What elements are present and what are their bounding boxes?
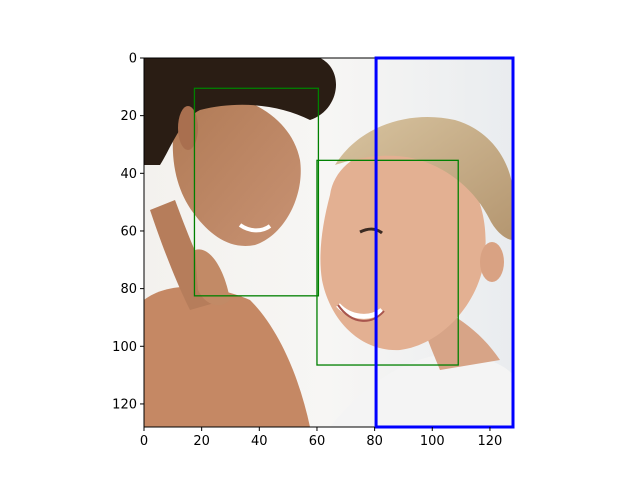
y-tick-label: 60 [120, 224, 137, 239]
y-tick-label: 20 [120, 109, 137, 124]
y-tick-label: 80 [120, 282, 137, 297]
x-tick-label: 80 [366, 434, 383, 449]
y-tick-label: 100 [112, 340, 137, 355]
y-tick-label: 40 [120, 167, 137, 182]
x-tick-label: 100 [420, 434, 445, 449]
y-tick-label: 120 [112, 397, 137, 412]
x-tick-label: 40 [251, 434, 268, 449]
x-tick-label: 20 [193, 434, 210, 449]
bounding-box-2 [316, 159, 459, 366]
x-tick-label: 0 [140, 434, 148, 449]
bounding-box-3 [374, 56, 515, 429]
y-tick-label: 0 [129, 52, 137, 67]
boxes-layer [193, 56, 515, 429]
y-axis: 0 20 40 60 80 100 120 [112, 52, 144, 412]
bounding-box-1 [193, 87, 320, 297]
x-tick-label: 60 [309, 434, 326, 449]
x-axis: 0 20 40 60 80 100 120 [140, 427, 502, 449]
x-tick-label: 120 [478, 434, 503, 449]
